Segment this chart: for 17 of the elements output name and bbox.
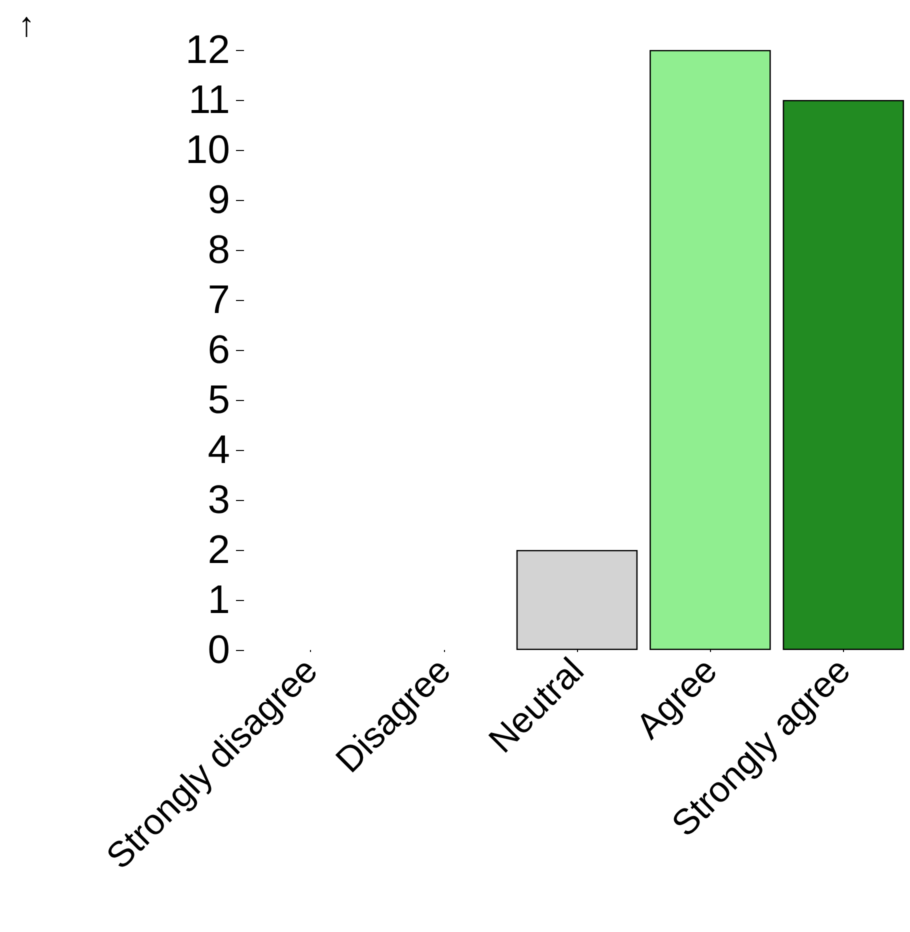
y-tick-label: 2 xyxy=(208,528,230,572)
y-tick-label: 11 xyxy=(188,78,230,122)
bar xyxy=(650,50,771,650)
bar xyxy=(782,100,904,650)
y-tick-label: 10 xyxy=(186,128,230,172)
y-tick-label: 4 xyxy=(208,428,230,472)
y-tick-label: 5 xyxy=(208,378,230,422)
y-axis-title: ↑ xyxy=(18,6,35,44)
bar xyxy=(516,550,638,650)
y-tick-label: 12 xyxy=(186,28,230,72)
y-tick-label: 9 xyxy=(208,178,230,222)
y-tick-label: 1 xyxy=(208,578,230,622)
y-tick-label: 6 xyxy=(208,328,230,372)
y-tick-label: 0 xyxy=(208,628,230,672)
y-tick-label: 3 xyxy=(208,478,230,522)
y-tick-label: 7 xyxy=(208,278,230,322)
y-tick-label: 8 xyxy=(208,228,230,272)
